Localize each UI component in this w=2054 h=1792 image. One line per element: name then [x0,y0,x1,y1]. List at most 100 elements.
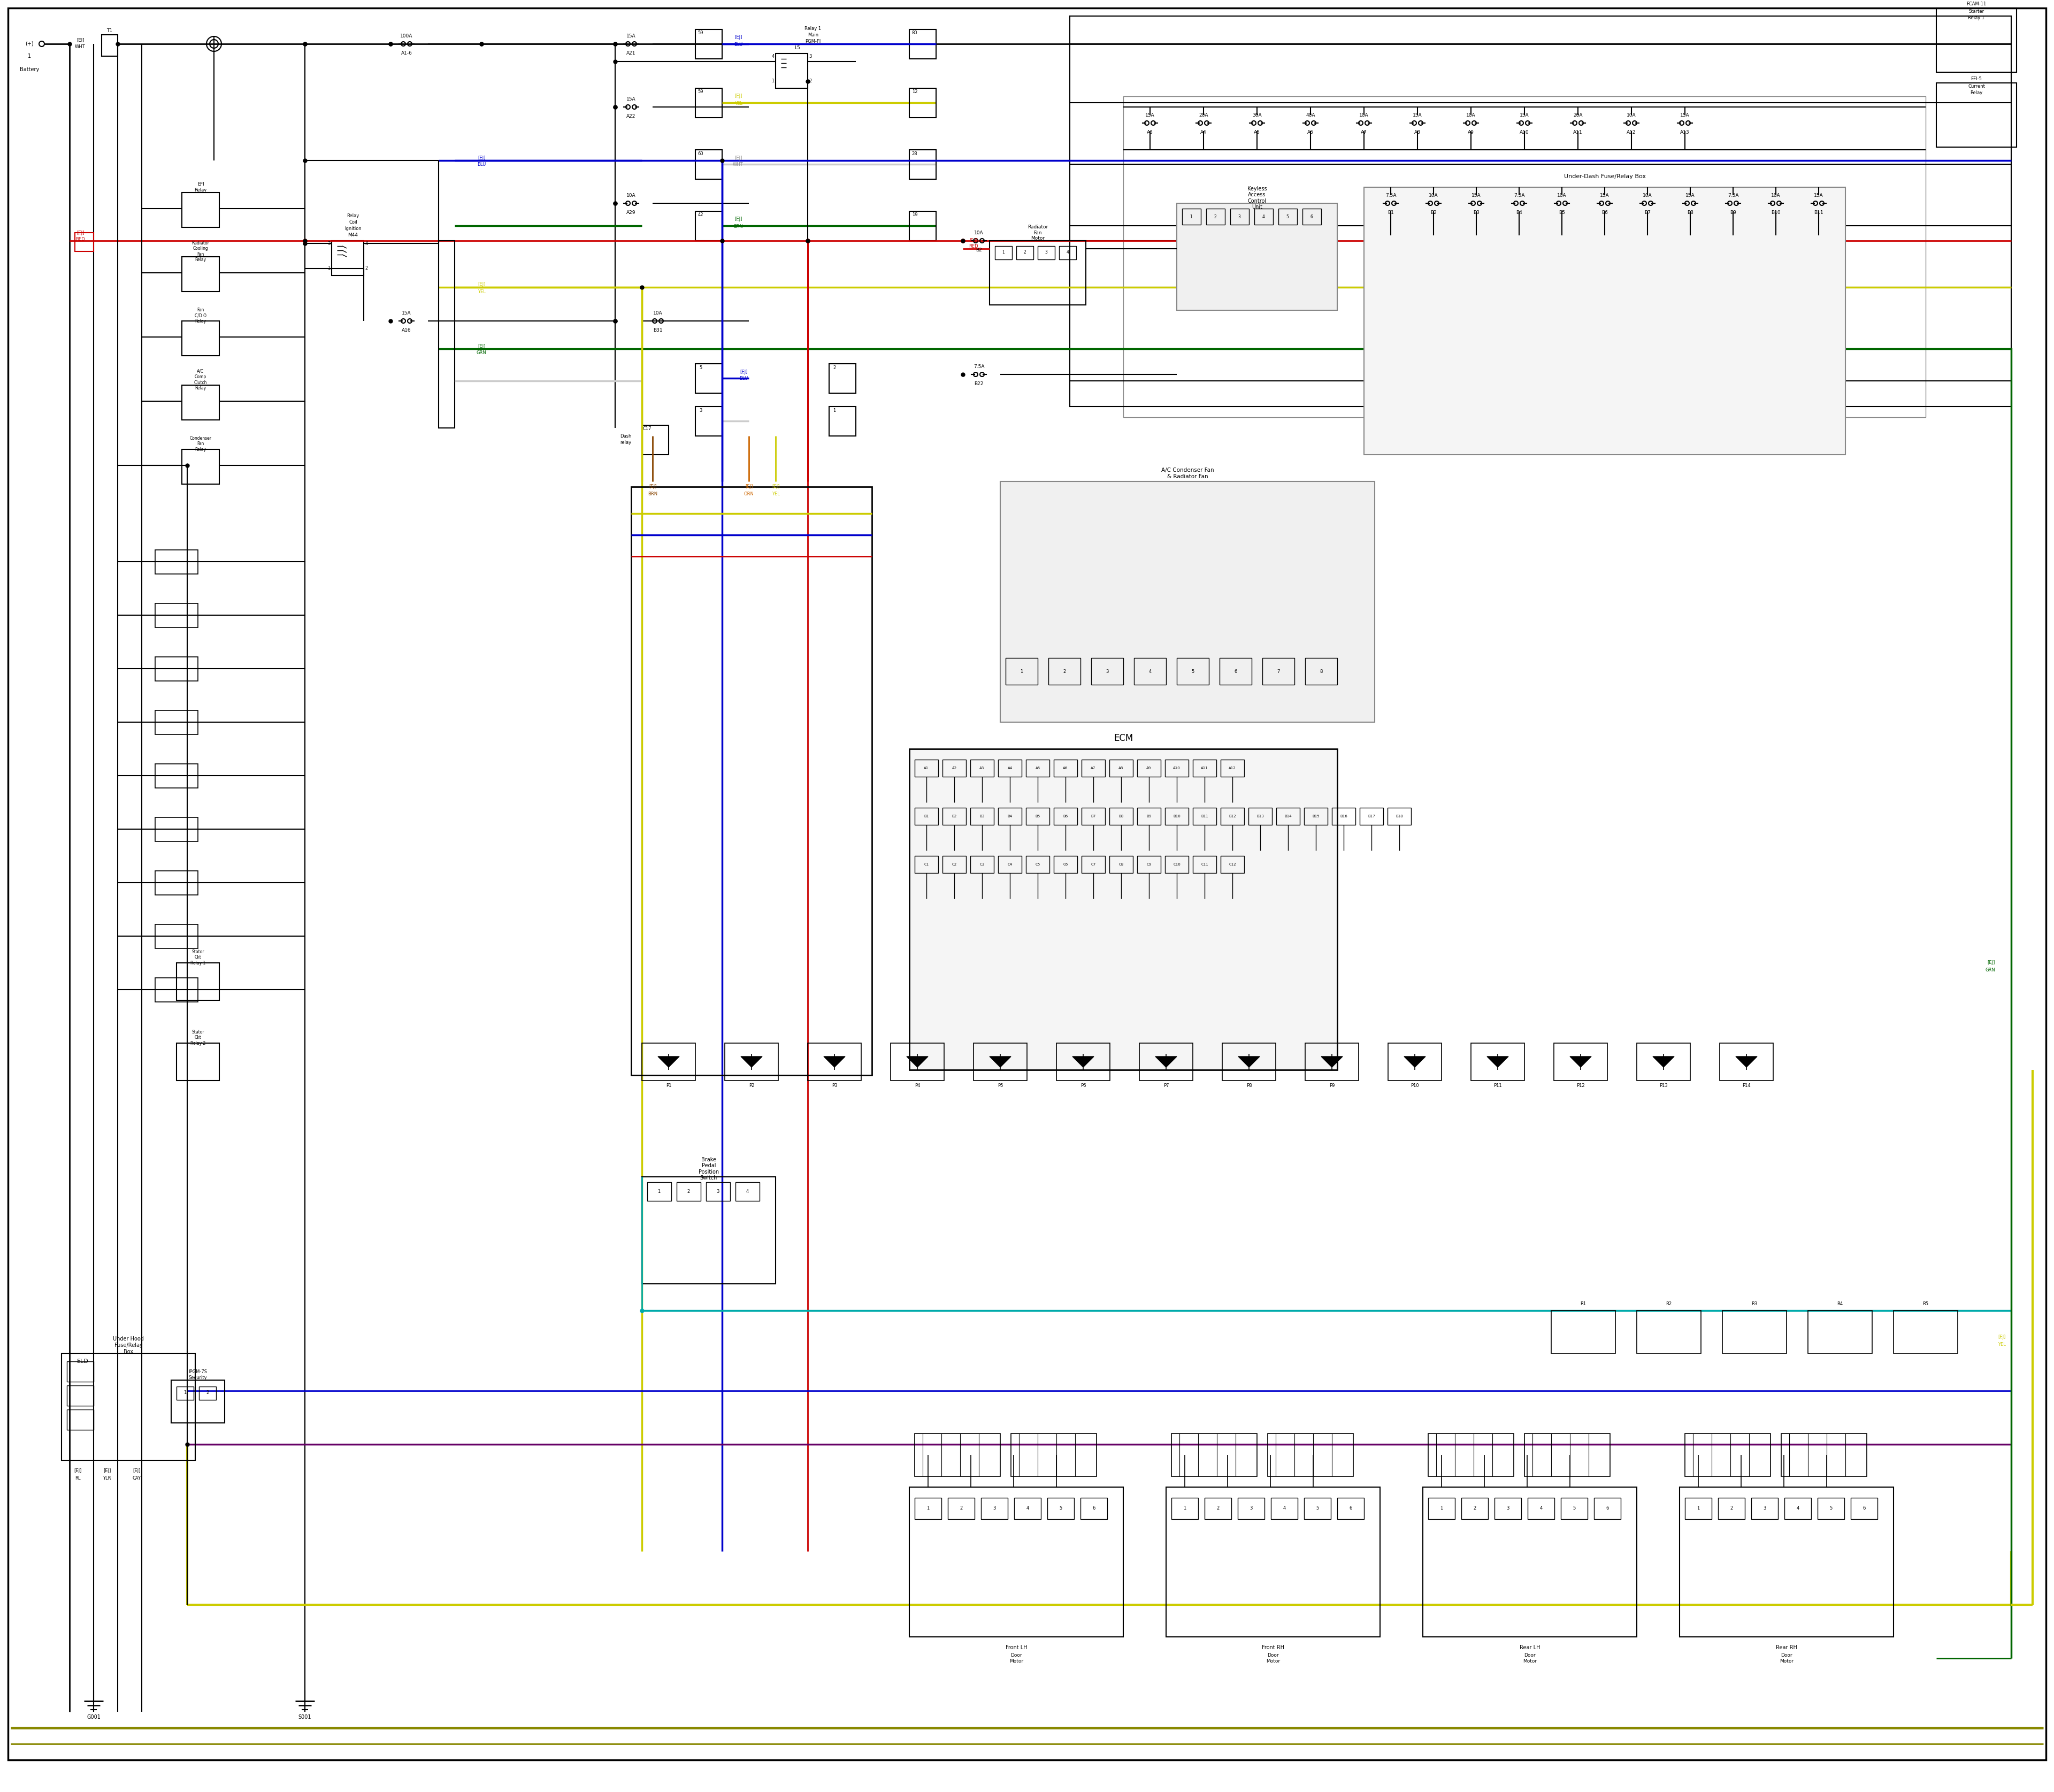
Bar [183,450,220,484]
Text: Relay 1: Relay 1 [805,27,822,30]
Text: S001: S001 [298,1715,312,1720]
Bar [1015,1498,1041,1520]
Bar [969,808,994,824]
Text: [EJ]: [EJ] [735,93,741,99]
Text: 6: 6 [1349,1505,1352,1511]
Text: [EJ]: [EJ] [134,1469,140,1473]
Bar [1000,482,1374,722]
Polygon shape [1321,1057,1343,1068]
Bar [177,1043,220,1081]
Bar [1025,808,1050,824]
Text: A4: A4 [1006,767,1013,771]
Text: 20A: 20A [1573,113,1584,118]
Text: B3: B3 [980,815,984,817]
Text: 3: 3 [1105,668,1109,674]
Bar [914,1434,1000,1477]
Text: 4: 4 [1148,668,1152,674]
Bar [807,1043,861,1081]
Text: GRN: GRN [733,224,744,229]
Text: 1: 1 [1440,1505,1444,1511]
Text: WHT: WHT [76,45,86,50]
Bar [1054,857,1076,873]
Bar [1220,857,1245,873]
Bar [1109,808,1134,824]
Text: 7.5A: 7.5A [1727,194,1738,197]
Bar [998,857,1021,873]
Bar [1011,1434,1097,1477]
Bar [1276,808,1300,824]
Bar [1048,1498,1074,1520]
Bar [830,407,857,435]
Text: [EJ]: [EJ] [1988,961,1994,966]
Bar [1894,1310,1957,1353]
Text: R1: R1 [1580,1301,1586,1306]
Bar [1171,1498,1197,1520]
Text: [EI]: [EI] [76,38,84,43]
Bar [177,1387,193,1400]
Text: Dash: Dash [620,434,631,439]
Text: A/C Condenser Fan
& Radiator Fan: A/C Condenser Fan & Radiator Fan [1161,468,1214,478]
Text: 3: 3 [1045,251,1048,254]
Text: A2: A2 [951,767,957,771]
Text: A/C
Comp
Clutch
Relay: A/C Comp Clutch Relay [193,369,207,391]
Text: 1: 1 [183,1391,187,1396]
Bar [156,871,197,894]
Bar [1054,808,1076,824]
Bar [1222,1043,1276,1081]
Bar [969,857,994,873]
Text: Front RH: Front RH [1261,1645,1284,1650]
Bar [156,925,197,948]
Bar [68,1385,94,1405]
Bar [1637,1043,1690,1081]
Text: 2: 2 [1216,1505,1220,1511]
Bar [1331,808,1356,824]
Text: Under-Dash Fuse/Relay Box: Under-Dash Fuse/Relay Box [1563,174,1645,179]
Polygon shape [906,1057,928,1068]
Text: R4: R4 [1836,1301,1842,1306]
Text: C17: C17 [643,426,651,432]
Text: 5: 5 [1317,1505,1319,1511]
Text: B10: B10 [1173,815,1181,817]
Text: B5: B5 [1035,815,1039,817]
Bar [1230,208,1249,224]
Bar [1206,208,1224,224]
Text: 60: 60 [698,151,705,156]
Text: 2: 2 [1064,668,1066,674]
Bar [1124,97,1927,418]
Bar [1177,202,1337,310]
Text: Stator
Ckt
Relay 1: Stator Ckt Relay 1 [191,950,205,966]
Bar [1167,1487,1380,1636]
Bar [1818,1498,1844,1520]
Bar [914,760,939,776]
Bar [170,1380,224,1423]
Text: 2: 2 [1023,251,1027,254]
Text: Relay: Relay [347,213,359,219]
Bar [1561,1498,1588,1520]
Text: 3: 3 [809,54,811,59]
Text: A29: A29 [626,210,637,215]
Text: P3: P3 [832,1084,838,1088]
Text: YEL: YEL [1999,1342,2007,1346]
Text: 10A: 10A [974,231,984,235]
Bar [696,29,723,59]
Bar [914,1498,941,1520]
Text: 15A: 15A [1680,113,1690,118]
Text: 5: 5 [1060,1505,1062,1511]
Text: Door
Motor: Door Motor [1522,1652,1536,1663]
Text: YLR: YLR [103,1475,111,1480]
Bar [156,978,197,1002]
Text: P10: P10 [1411,1084,1419,1088]
Text: B10: B10 [1771,210,1781,215]
Text: 2: 2 [366,267,368,271]
Text: 5: 5 [1191,668,1193,674]
Text: [EJ]: [EJ] [746,484,752,489]
Bar [62,1353,195,1460]
Text: P6: P6 [1080,1084,1087,1088]
Bar [1389,1043,1442,1081]
Bar [1937,82,2017,147]
Text: 15A: 15A [626,34,637,38]
Text: Radiator
Fan
Motor: Radiator Fan Motor [1027,224,1048,240]
Bar [199,1387,216,1400]
Polygon shape [741,1057,762,1068]
Text: C10: C10 [1173,862,1181,866]
